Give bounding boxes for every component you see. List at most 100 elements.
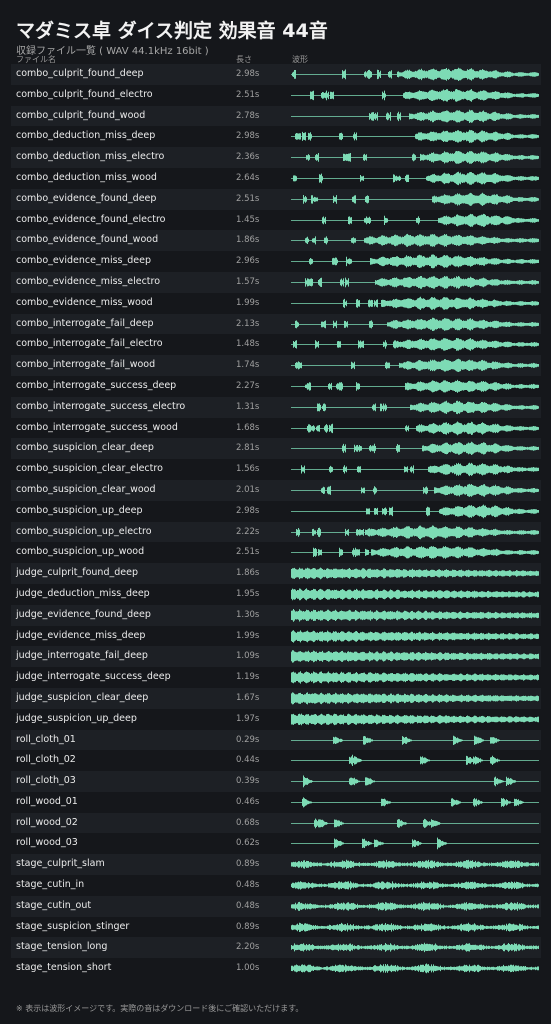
file-row: combo_suspicion_up_electro 2.22s xyxy=(11,521,541,543)
duration: 1.86s xyxy=(236,568,260,579)
waveform-shape xyxy=(291,109,539,123)
file-name: roll_wood_02 xyxy=(16,816,78,828)
duration: 2.51s xyxy=(236,193,260,204)
file-row: combo_suspicion_up_wood 2.51s xyxy=(11,542,541,563)
file-row: combo_interrogate_fail_electro 1.48s xyxy=(11,334,541,355)
duration: 2.51s xyxy=(236,547,260,558)
file-row: judge_interrogate_fail_deep 1.09s xyxy=(11,646,541,668)
waveform-shape xyxy=(291,483,539,497)
duration: 1.97s xyxy=(236,713,260,724)
waveform-shape xyxy=(291,963,539,974)
duration: 1.74s xyxy=(236,360,260,371)
file-name: judge_culprit_found_deep xyxy=(16,567,138,579)
waveform-shape xyxy=(291,130,539,144)
waveform xyxy=(291,275,539,289)
waveform-shape xyxy=(291,317,539,331)
waveform xyxy=(291,963,539,974)
waveform xyxy=(291,379,539,393)
file-row: combo_suspicion_clear_wood 2.01s xyxy=(11,479,541,501)
duration: 0.48s xyxy=(236,880,260,891)
waveform xyxy=(291,504,539,518)
file-row: judge_evidence_miss_deep 1.99s xyxy=(11,626,541,647)
file-list: combo_culprit_found_deep 2.98s combo_culpr… xyxy=(11,64,541,979)
file-name: combo_evidence_found_electro xyxy=(16,213,166,225)
file-row: combo_interrogate_success_deep 2.27s xyxy=(11,376,541,397)
file-row: combo_interrogate_fail_deep 2.13s xyxy=(11,313,541,335)
waveform-shape xyxy=(291,775,539,788)
waveform-shape xyxy=(291,567,539,580)
duration: 0.39s xyxy=(236,776,260,787)
file-row: combo_deduction_miss_wood 2.64s xyxy=(11,168,541,189)
file-name: roll_cloth_01 xyxy=(16,733,76,745)
waveform-shape xyxy=(291,922,539,932)
file-name: stage_cutin_in xyxy=(16,879,85,891)
waveform-shape xyxy=(291,504,539,518)
duration: 1.56s xyxy=(236,464,260,475)
waveform-shape xyxy=(291,629,539,643)
waveform-shape xyxy=(291,379,539,393)
waveform-shape xyxy=(291,400,539,414)
waveform xyxy=(291,400,539,414)
waveform xyxy=(291,109,539,123)
waveform xyxy=(291,671,539,684)
file-row: roll_cloth_01 0.29s xyxy=(11,729,541,751)
file-name: combo_interrogate_success_electro xyxy=(16,400,186,412)
file-row: combo_evidence_found_wood 1.86s xyxy=(11,230,541,252)
waveform-shape xyxy=(291,881,539,890)
file-name: stage_suspicion_stinger xyxy=(16,920,130,932)
waveform xyxy=(291,650,539,663)
waveform-shape xyxy=(291,171,539,186)
waveform xyxy=(291,462,539,477)
waveform-shape xyxy=(291,234,539,248)
file-row: combo_suspicion_clear_electro 1.56s xyxy=(11,459,541,480)
waveform xyxy=(291,608,539,622)
waveform-shape xyxy=(291,943,539,953)
file-row: combo_evidence_miss_electro 1.57s xyxy=(11,271,541,293)
duration: 1.48s xyxy=(236,339,260,350)
file-row: combo_culprit_found_deep 2.98s xyxy=(11,64,541,85)
waveform xyxy=(291,629,539,643)
file-row: stage_cutin_out 0.48s xyxy=(11,895,541,917)
duration: 0.68s xyxy=(236,817,260,828)
file-name: combo_interrogate_fail_wood xyxy=(16,359,156,371)
waveform-shape xyxy=(291,901,539,911)
waveform xyxy=(291,317,539,331)
waveform xyxy=(291,567,539,580)
waveform-shape xyxy=(291,797,539,808)
file-row: combo_interrogate_success_wood 1.68s xyxy=(11,418,541,439)
file-name: judge_evidence_miss_deep xyxy=(16,629,146,641)
duration: 2.27s xyxy=(236,380,260,391)
file-name: stage_culprit_slam xyxy=(16,858,105,870)
waveform-shape xyxy=(291,608,539,622)
duration: 1.00s xyxy=(236,963,260,974)
column-header: 波形 xyxy=(292,55,308,64)
file-name: combo_culprit_found_electro xyxy=(16,88,153,100)
file-row: combo_suspicion_clear_deep 2.81s xyxy=(11,438,541,460)
footer-note: ※ 表示は波形イメージです。実際の音はダウンロード後にご確認いただけます。 xyxy=(16,1004,304,1013)
waveform-shape xyxy=(291,818,539,828)
title: マダミス卓 ダイス判定 効果音 44音 xyxy=(16,20,328,42)
waveform xyxy=(291,901,539,911)
waveform xyxy=(291,755,539,767)
duration: 2.78s xyxy=(236,110,260,121)
file-name: combo_evidence_miss_wood xyxy=(16,296,153,308)
file-name: combo_suspicion_clear_electro xyxy=(16,463,163,475)
file-name: combo_suspicion_up_wood xyxy=(16,546,145,558)
waveform-shape xyxy=(291,859,539,870)
waveform xyxy=(291,421,539,435)
column-header: ファイル名 xyxy=(16,55,56,64)
waveform-shape xyxy=(291,338,539,352)
file-name: stage_tension_long xyxy=(16,941,108,953)
duration: 1.19s xyxy=(236,672,260,683)
duration: 1.57s xyxy=(236,276,260,287)
waveform xyxy=(291,859,539,870)
duration: 2.98s xyxy=(236,131,260,142)
duration: 2.96s xyxy=(236,256,260,267)
file-row: roll_wood_02 0.68s xyxy=(11,812,541,834)
duration: 1.99s xyxy=(236,297,260,308)
duration: 2.36s xyxy=(236,152,260,163)
file-name: combo_deduction_miss_deep xyxy=(16,130,156,142)
waveform-shape xyxy=(291,755,539,767)
waveform xyxy=(291,735,539,745)
